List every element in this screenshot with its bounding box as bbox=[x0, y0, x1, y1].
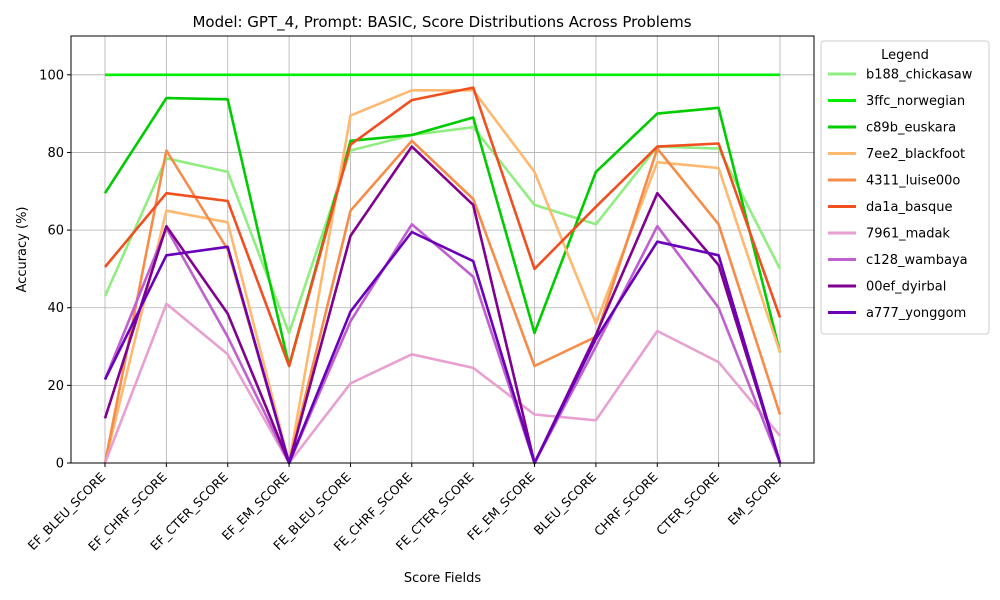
y-axis-label: Accuracy (%) bbox=[15, 207, 30, 293]
series-line-00ef_dyirbal bbox=[103, 145, 782, 465]
series-line-7961_madak bbox=[103, 302, 781, 465]
legend-label-7961_madak: 7961_madak bbox=[866, 227, 950, 242]
legend-items: b188_chickasaw 3ffc_norwegian c89b_euskara… bbox=[828, 68, 973, 321]
y-tick-label: 20 bbox=[47, 379, 64, 394]
legend-box bbox=[820, 40, 990, 335]
legend-label-00ef_dyirbal: 00ef_dyirbal bbox=[866, 280, 946, 295]
legend-label-c128_wambaya: c128_wambaya bbox=[866, 253, 968, 268]
series-line-c128_wambaya bbox=[103, 223, 782, 465]
series-lines bbox=[103, 73, 782, 465]
legend-label-b188_chickasaw: b188_chickasaw bbox=[866, 68, 973, 83]
x-tick-label: CHRF_SCORE bbox=[591, 469, 661, 539]
y-tick-label: 0 bbox=[56, 457, 64, 472]
series-line-da1a_basque bbox=[104, 86, 782, 368]
plot-frame bbox=[70, 35, 815, 464]
y-axis: 0 20 40 60 80 100 bbox=[39, 68, 71, 472]
legend-label-c89b_euskara: c89b_euskara bbox=[866, 121, 956, 136]
x-tick-label: CTER_SCORE bbox=[653, 469, 722, 538]
x-axis: EF_BLEU_SCOREEF_CHRF_SCOREEF_CTER_SCOREE… bbox=[25, 463, 784, 554]
legend-label-7ee2_blackfoot: 7ee2_blackfoot bbox=[866, 147, 965, 162]
series-line-a777_yonggom bbox=[103, 230, 782, 465]
x-tick-label: BLEU_SCORE bbox=[531, 469, 600, 538]
y-tick-label: 80 bbox=[47, 146, 64, 161]
series-line-4311_luise00o bbox=[103, 139, 782, 465]
y-tick-label: 60 bbox=[47, 224, 64, 239]
x-axis-label: Score Fields bbox=[404, 571, 482, 586]
legend-label-4311_luise00o: 4311_luise00o bbox=[866, 174, 960, 189]
legend: Legend b188_chickasaw 3ffc_norwegian c89b_… bbox=[820, 40, 990, 335]
series-line-c89b_euskara bbox=[103, 96, 782, 368]
x-tick-label: EM_SCORE bbox=[725, 469, 784, 528]
y-tick-label: 100 bbox=[39, 68, 64, 83]
chart-title: Model: GPT_4, Prompt: BASIC, Score Distr… bbox=[192, 13, 691, 32]
legend-label-3ffc_norwegian: 3ffc_norwegian bbox=[866, 94, 965, 109]
y-tick-label: 40 bbox=[47, 301, 64, 316]
legend-label-da1a_basque: da1a_basque bbox=[866, 200, 952, 215]
legend-title: Legend bbox=[881, 48, 929, 63]
legend-label-a777_yonggom: a777_yonggom bbox=[866, 306, 966, 321]
